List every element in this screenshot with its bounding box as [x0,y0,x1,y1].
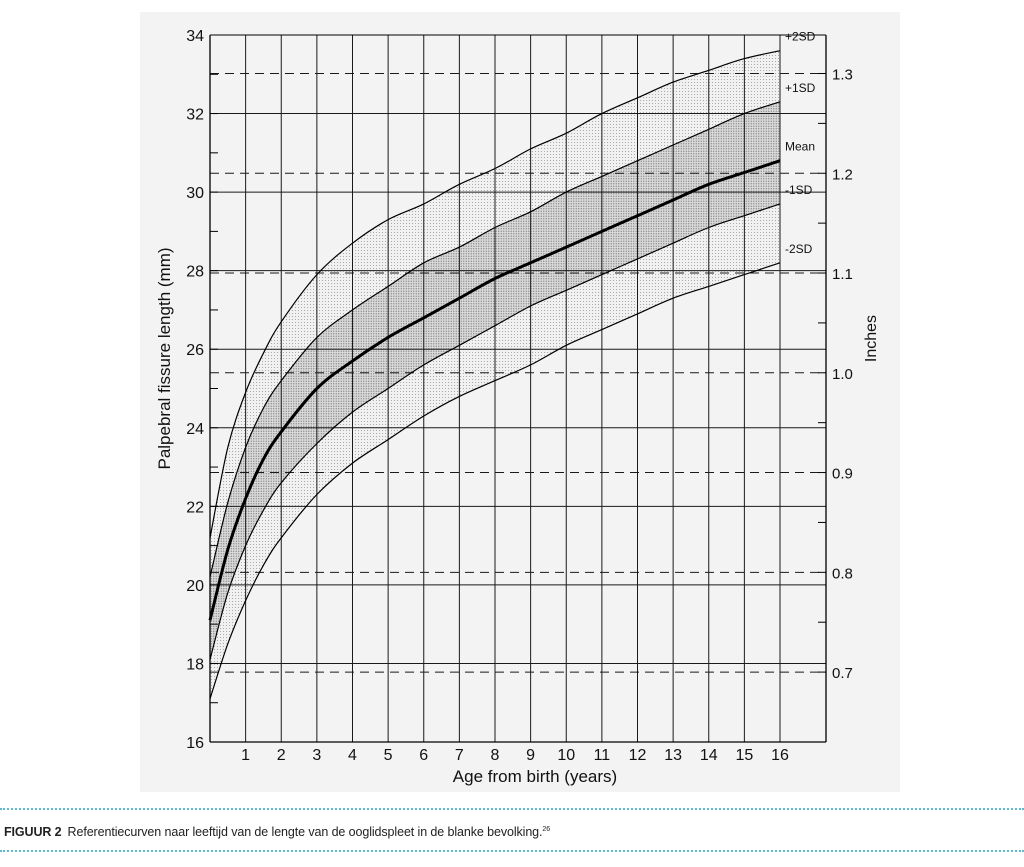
curve-plus2sd [209,50,781,538]
y2-tick-label: 1.1 [832,266,853,283]
axis-labels: 161820222426283032340.70.80.91.01.11.21.… [155,28,880,786]
x-tick-label: 4 [348,747,357,764]
y-tick-label: 22 [186,499,204,516]
x-tick-label: 1 [241,747,250,764]
caption-reference: 26 [542,825,551,833]
x-tick-label: 14 [700,747,718,764]
curve-plus1sd [209,101,781,578]
x-tick-label: 16 [771,747,789,764]
y-tick-label: 26 [186,342,204,359]
y2-tick-label: 0.7 [832,665,853,682]
series-label: +2SD [785,30,816,44]
x-tick-label: 8 [491,747,500,764]
figure-caption: FIGUUR 2 Referentiecurven naar leeftijd v… [4,825,550,839]
series-label: +1SD [785,81,816,95]
series-label: Mean [785,140,815,154]
series-label: -2SD [785,242,813,256]
axes [209,34,827,743]
y-tick-label: 32 [186,107,204,124]
y2-axis-title: Inches [863,315,880,362]
series-label: -1SD [785,183,813,197]
curve-minus1sd [209,203,781,660]
y-axis-title: Palpebral fissure length (mm) [155,247,174,469]
y-tick-label: 20 [186,578,204,595]
y-tick-label: 34 [186,28,204,45]
sd-curves [208,50,781,699]
y2-tick-label: 1.3 [832,66,853,83]
x-tick-label: 10 [557,747,575,764]
curve-minus2sd [209,262,781,699]
x-tick-label: 2 [277,747,286,764]
y2-tick-label: 0.8 [832,565,853,582]
y-tick-label: 18 [186,656,204,673]
caption-label: FIGUUR 2 [4,825,62,839]
x-tick-label: 15 [735,747,753,764]
curve-mean [208,159,781,621]
x-tick-label: 13 [664,747,682,764]
x-tick-label: 7 [455,747,464,764]
x-tick-label: 6 [419,747,428,764]
y-tick-label: 16 [186,735,204,752]
y2-tick-label: 1.0 [832,366,853,383]
growth-chart: 161820222426283032340.70.80.91.01.11.21.… [155,28,880,786]
y2-tick-label: 0.9 [832,466,853,483]
caption-bottom-rule [0,850,1024,852]
x-tick-label: 11 [594,747,611,764]
x-tick-label: 3 [312,747,321,764]
x-tick-label: 12 [629,747,647,764]
x-tick-label: 5 [384,747,393,764]
x-axis-title: Age from birth (years) [453,767,617,786]
y-tick-label: 30 [186,185,204,202]
x-tick-label: 9 [526,747,535,764]
caption-text: Referentiecurven naar leeftijd van de le… [67,825,543,839]
y2-tick-label: 1.2 [832,166,853,183]
y-tick-label: 24 [186,421,204,438]
caption-top-rule [0,808,1024,810]
grid [209,34,826,743]
y-tick-label: 28 [186,264,204,281]
